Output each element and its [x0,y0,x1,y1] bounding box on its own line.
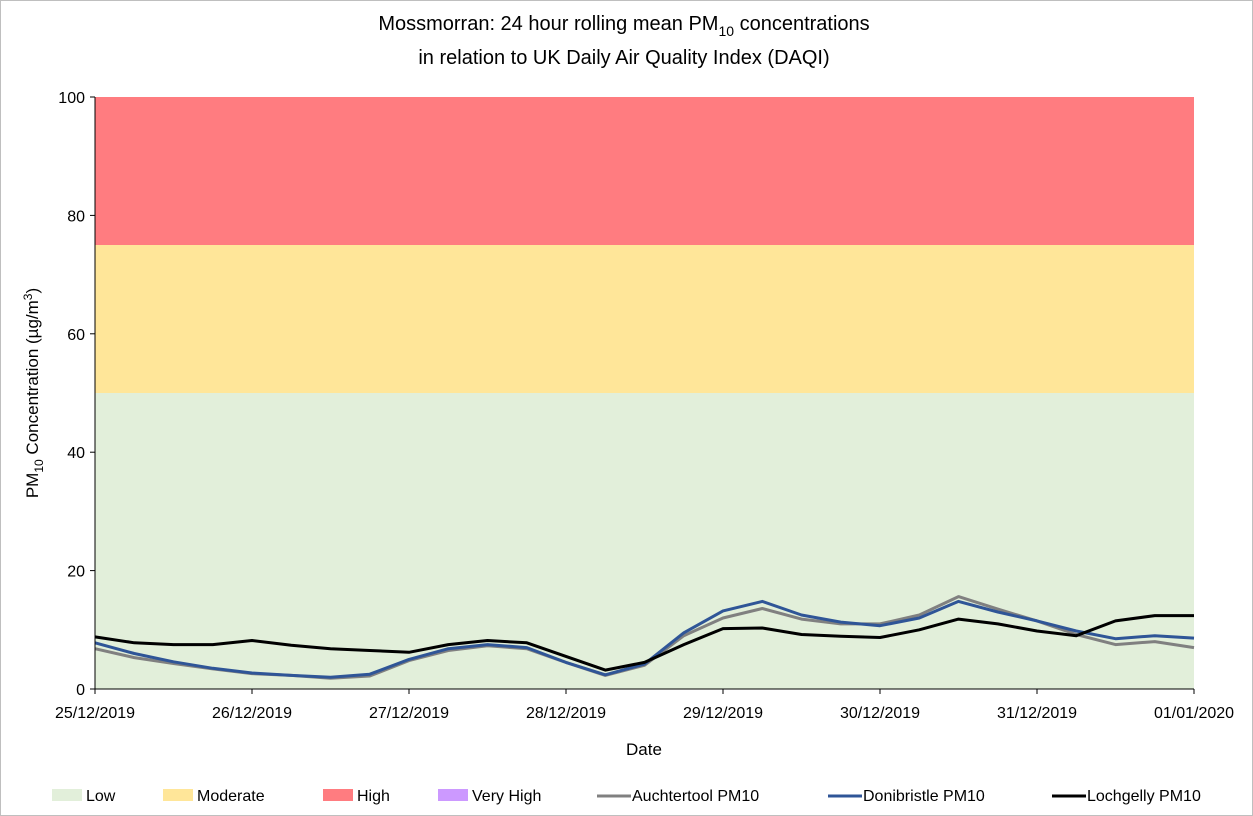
legend-swatch [52,789,82,801]
y-tick-label: 20 [67,564,85,581]
legend-label: Moderate [197,788,265,805]
x-axis-label: Date [626,740,662,759]
legend-label: Donibristle PM10 [863,788,985,805]
y-tick-label: 0 [76,682,85,699]
y-label-superscript: 3 [21,293,35,300]
y-tick-label: 60 [67,327,85,344]
y-axis-label: PM10 Concentration (µg/m3) [21,288,46,498]
band [95,393,1194,689]
legend-label: Auchtertool PM10 [632,788,759,805]
band [95,245,1194,393]
plot-area [94,97,1195,689]
y-tick-label: 80 [67,208,85,225]
legend-swatch [163,789,193,801]
x-tick-label: 26/12/2019 [212,705,292,722]
chart-subtitle: in relation to UK Daily Air Quality Inde… [418,47,829,69]
x-tick-label: 01/01/2020 [1154,705,1234,722]
legend-label: Very High [472,788,541,805]
x-tick-label: 28/12/2019 [526,705,606,722]
y-label-text: Concentration (µg/m [23,300,42,459]
y-label-subscript: 10 [32,459,46,473]
legend-label: High [357,788,390,805]
legend-swatch [323,789,353,801]
x-tick-label: 27/12/2019 [369,705,449,722]
series-line [94,614,1194,672]
x-tick-label: 31/12/2019 [997,705,1077,722]
title-text: Mossmorran: 24 hour rolling mean PM [378,13,718,35]
y-tick-label: 40 [67,445,85,462]
series-line [94,599,1195,679]
y-label-text: PM [23,473,42,499]
title-text: concentrations [734,13,870,35]
y-label-text: ) [23,288,42,294]
legend-label: Lochgelly PM10 [1087,788,1201,805]
legend-swatch [438,789,468,801]
band [95,97,1194,245]
legend-label: Low [86,788,116,805]
title-subscript: 10 [718,23,734,39]
x-tick-label: 30/12/2019 [840,705,920,722]
chart-title: Mossmorran: 24 hour rolling mean PM10 co… [378,13,869,39]
x-tick-label: 25/12/2019 [55,705,135,722]
x-tick-label: 29/12/2019 [683,705,763,722]
y-tick-label: 100 [58,90,85,107]
